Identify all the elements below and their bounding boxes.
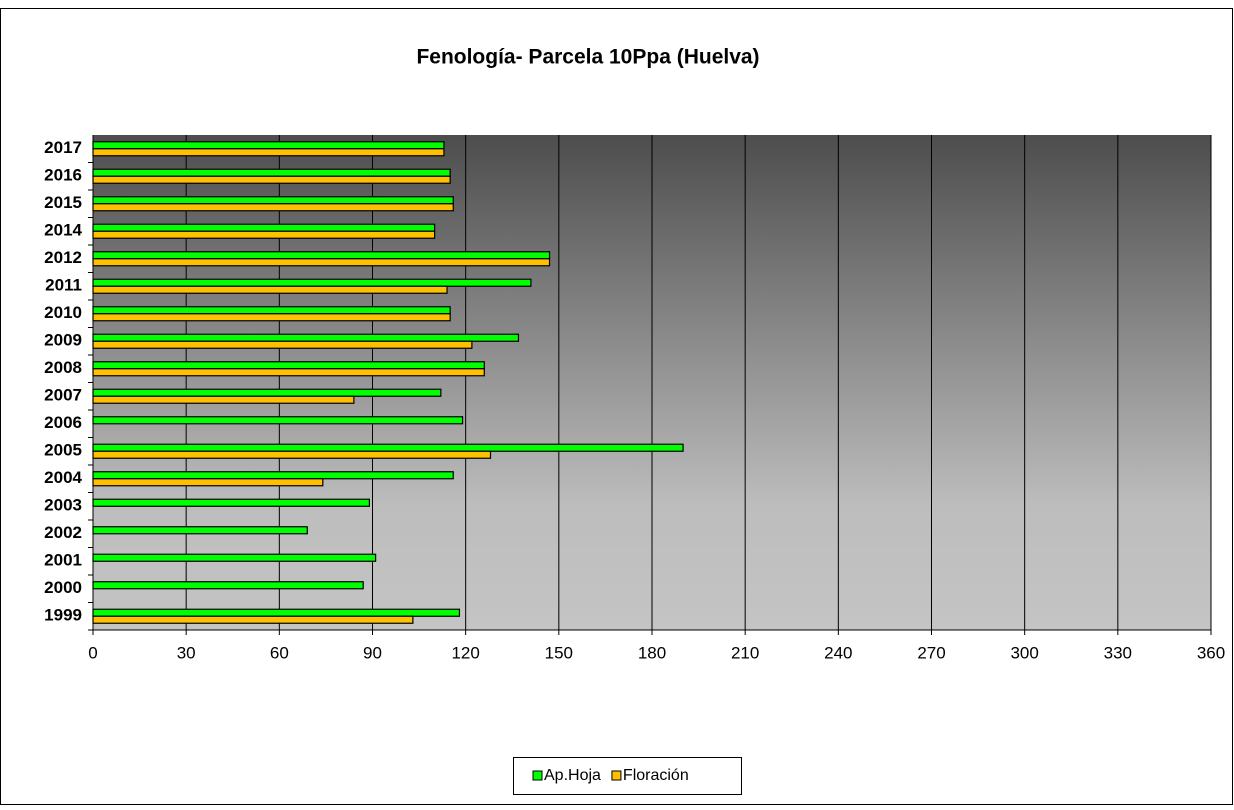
bar	[92, 141, 445, 150]
y-tick-label: 2005	[44, 441, 82, 460]
y-tick-label: 2007	[44, 386, 82, 405]
y-tick-label: 2017	[44, 138, 82, 157]
bar	[92, 223, 436, 232]
y-tick-label: 2016	[44, 166, 82, 185]
bar	[92, 175, 451, 184]
bar	[92, 196, 454, 205]
bar	[92, 471, 454, 480]
y-tick-label: 2009	[44, 331, 82, 350]
y-tick-label: 2015	[44, 193, 82, 212]
bar	[92, 450, 492, 459]
y-tick-label: 2001	[44, 551, 82, 570]
x-tick-label: 30	[177, 643, 196, 662]
legend-label: Floración	[623, 767, 689, 784]
bar	[92, 313, 451, 322]
bar	[92, 498, 370, 507]
x-tick-label: 240	[824, 643, 852, 662]
y-tick-label: 1999	[44, 606, 82, 625]
y-tick-label: 2008	[44, 358, 82, 377]
y-tick-label: 2010	[44, 303, 82, 322]
x-tick-label: 270	[917, 643, 945, 662]
x-tick-label: 150	[545, 643, 573, 662]
y-tick-label: 2006	[44, 413, 82, 432]
bar	[92, 416, 464, 425]
legend-swatch	[532, 770, 543, 781]
x-tick-label: 180	[638, 643, 666, 662]
x-tick-label: 60	[270, 643, 289, 662]
y-tick-label: 2003	[44, 496, 82, 515]
y-tick-label: 2002	[44, 523, 82, 542]
y-tick-label: 2000	[44, 578, 82, 597]
bar	[92, 478, 324, 487]
x-tick-label: 120	[451, 643, 479, 662]
bar	[92, 168, 451, 177]
x-tick-label: 0	[88, 643, 97, 662]
bar	[92, 258, 551, 267]
bar	[92, 395, 355, 404]
bar	[92, 526, 308, 535]
bar	[92, 285, 448, 294]
bar	[92, 581, 364, 590]
y-tick-label: 2011	[45, 276, 82, 295]
y-tick-label: 2004	[44, 468, 82, 487]
bar	[92, 306, 451, 315]
legend-label: Ap.Hoja	[544, 767, 601, 784]
legend: Ap.Hoja Floración	[513, 757, 742, 795]
legend-swatch	[611, 770, 622, 781]
bar	[92, 230, 436, 239]
bar	[92, 333, 520, 342]
x-tick-label: 300	[1010, 643, 1038, 662]
bar	[92, 361, 485, 370]
bar	[92, 340, 473, 349]
x-tick-label: 210	[731, 643, 759, 662]
bar	[92, 608, 461, 617]
bar	[92, 148, 445, 157]
x-tick-label: 360	[1197, 643, 1225, 662]
bar	[92, 553, 377, 562]
bar	[92, 368, 485, 377]
y-tick-label: 2012	[44, 248, 82, 267]
bar	[92, 443, 684, 452]
y-tick-label: 2014	[44, 221, 82, 240]
bar	[92, 251, 551, 260]
bar	[92, 615, 414, 624]
bar	[92, 203, 454, 212]
bar	[92, 278, 532, 287]
x-tick-label: 330	[1104, 643, 1132, 662]
x-tick-label: 90	[363, 643, 382, 662]
legend-box	[513, 757, 742, 795]
chart-title: Fenología- Parcela 10Ppa (Huelva)	[416, 46, 759, 69]
bar	[92, 388, 442, 397]
